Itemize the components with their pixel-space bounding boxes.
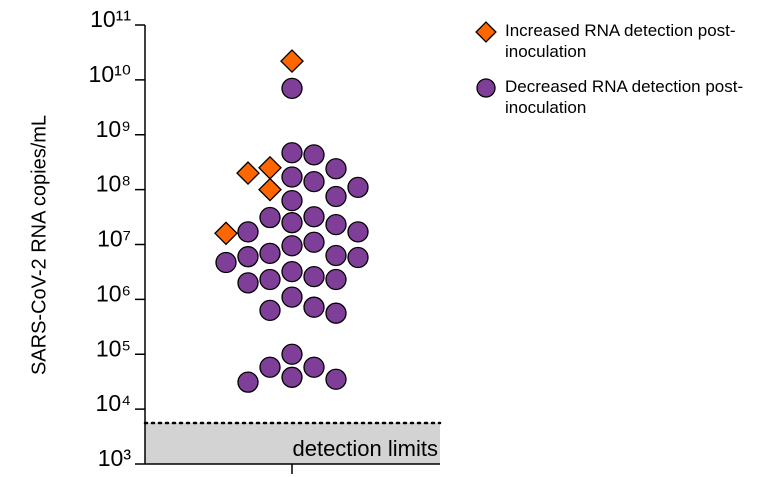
- y-tick-label: 10⁹: [96, 116, 131, 142]
- circle-point: [347, 221, 369, 243]
- y-tick-label: 10⁸: [96, 171, 131, 197]
- circle-point: [215, 251, 237, 274]
- diamond-point: [475, 21, 497, 43]
- circle-point: [281, 77, 303, 100]
- circle-point: [281, 212, 303, 234]
- circle-point: [325, 244, 347, 267]
- circle-point: [476, 78, 496, 98]
- y-tick-label: 10⁴: [96, 390, 131, 416]
- y-tick-label: 10⁷: [97, 226, 131, 252]
- y-tick-label: 10⁵: [96, 335, 131, 361]
- diamond-point: [258, 177, 282, 202]
- legend-label: Decreased RNA detection post-inoculation: [505, 77, 744, 117]
- circle-point: [303, 144, 325, 166]
- diamond-point: [280, 49, 304, 74]
- circle-point: [281, 142, 303, 164]
- circle-point: [303, 170, 325, 193]
- detection-band: [145, 422, 440, 464]
- diamond-point: [214, 221, 238, 246]
- circle-point: [281, 286, 303, 308]
- circle-point: [237, 221, 259, 243]
- circle-point: [303, 265, 325, 288]
- circle-point: [347, 246, 369, 269]
- legend-icon: [476, 78, 496, 98]
- legend-item: Increased RNA detection post-inoculation: [475, 20, 775, 62]
- y-tick-label: 10¹⁰: [89, 61, 131, 87]
- circle-point: [237, 272, 259, 294]
- circle-point: [303, 206, 325, 228]
- legend-icon: [475, 21, 497, 43]
- circle-point: [325, 268, 347, 291]
- circle-point: [303, 356, 325, 378]
- circle-point: [259, 268, 281, 291]
- y-axis-label: SARS-CoV-2 RNA copies/mL: [28, 115, 50, 375]
- circle-point: [281, 343, 303, 365]
- circle-point: [259, 242, 281, 264]
- y-tick-label: 10¹¹: [90, 6, 131, 32]
- circle-point: [303, 296, 325, 318]
- detection-label: detection limits: [292, 436, 438, 461]
- circle-point: [237, 246, 259, 268]
- circle-point: [347, 176, 369, 199]
- circle-point: [325, 214, 347, 236]
- circle-point: [325, 185, 347, 208]
- circle-point: [281, 235, 303, 257]
- legend: Increased RNA detection post-inoculation…: [475, 20, 775, 132]
- legend-label: Increased RNA detection post-inoculation: [505, 21, 736, 61]
- diamond-point: [258, 155, 282, 180]
- chart: SARS-CoV-2 RNA copies/mL detection limit…: [28, 6, 442, 474]
- y-tick-label: 10⁶: [96, 280, 131, 306]
- circle-point: [325, 302, 347, 324]
- diamond-point: [236, 161, 260, 186]
- circle-point: [259, 206, 281, 229]
- circle-point: [281, 189, 303, 212]
- circle-point: [303, 231, 325, 253]
- circle-point: [281, 166, 303, 188]
- circle-point: [281, 261, 303, 283]
- circle-point: [281, 366, 303, 388]
- y-tick-label: 10³: [98, 445, 132, 471]
- circle-point: [237, 371, 259, 393]
- legend-item: Decreased RNA detection post-inoculation: [475, 76, 775, 118]
- circle-point: [325, 158, 347, 180]
- circle-point: [259, 299, 281, 322]
- circle-point: [325, 368, 347, 390]
- circle-point: [259, 356, 281, 378]
